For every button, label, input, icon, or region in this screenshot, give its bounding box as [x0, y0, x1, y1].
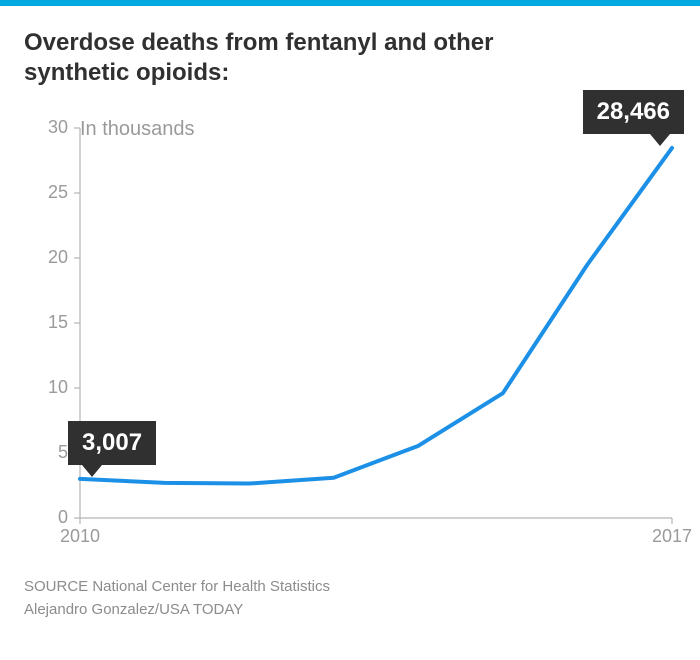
data-callout: 3,007: [68, 421, 156, 465]
footer-line: Alejandro Gonzalez/USA TODAY: [24, 599, 330, 622]
chart-area: 051015202530201020173,00728,466: [24, 128, 680, 548]
chart-card: Overdose deaths from fentanyl and other …: [0, 0, 700, 660]
chart-title: Overdose deaths from fentanyl and other …: [24, 28, 524, 88]
footer-line: SOURCE National Center for Health Statis…: [24, 576, 330, 599]
chart-svg: [24, 128, 680, 548]
content-area: Overdose deaths from fentanyl and other …: [24, 28, 680, 642]
data-line: [80, 148, 672, 484]
source-footer: SOURCE National Center for Health Statis…: [24, 576, 330, 621]
accent-bar: [0, 0, 700, 6]
data-callout: 28,466: [583, 90, 684, 134]
